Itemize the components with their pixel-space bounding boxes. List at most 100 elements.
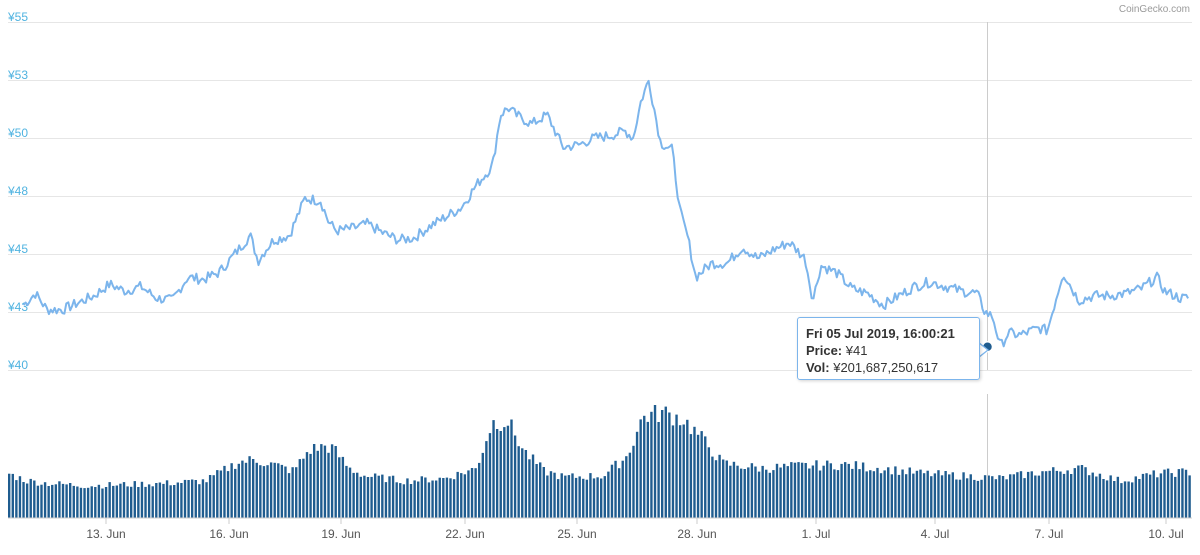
volume-bar — [829, 463, 833, 518]
volume-bar — [793, 462, 797, 518]
volume-bar — [158, 482, 162, 518]
x-tick-label-16-jun: 16. Jun — [209, 527, 248, 541]
y-tick-label-45: ¥45 — [7, 242, 28, 256]
volume-bar — [664, 406, 667, 518]
volume-bar — [513, 435, 517, 518]
volume-bar — [643, 415, 646, 518]
volume-bar — [112, 485, 115, 518]
volume-bar — [1184, 469, 1188, 518]
volume-bar — [406, 478, 409, 518]
volume-bar — [750, 463, 754, 518]
volume-bar — [381, 474, 384, 518]
volume-bar — [890, 474, 894, 518]
volume-bar — [1123, 481, 1127, 518]
volume-bar — [488, 433, 492, 518]
volume-bar — [1009, 474, 1012, 518]
volume-bar — [320, 444, 323, 518]
volume-bar — [79, 487, 83, 518]
volume-bar — [1134, 476, 1137, 518]
volume-bar — [94, 487, 97, 518]
volume-bar — [657, 422, 660, 518]
volume-bar — [29, 478, 32, 518]
volume-bar — [736, 465, 739, 518]
volume-bar — [955, 479, 958, 518]
volume-bar — [1163, 469, 1166, 518]
volume-bar — [696, 434, 700, 518]
volume-bar — [1174, 476, 1177, 518]
volume-bar — [653, 405, 657, 518]
volume-bar — [356, 472, 359, 518]
volume-bar — [470, 468, 474, 518]
volume-bar — [61, 483, 65, 518]
volume-bar — [668, 412, 671, 518]
y-tick-label-43: ¥43 — [7, 300, 28, 314]
volume-bar — [1141, 473, 1145, 518]
volume-bar — [582, 478, 585, 518]
volume-bar — [187, 480, 190, 518]
volume-bar — [33, 480, 36, 518]
volume-bar — [876, 467, 879, 518]
volume-bar — [11, 473, 14, 518]
volume-bar — [384, 482, 388, 518]
volume-bar — [54, 484, 58, 518]
volume-bar — [431, 480, 434, 518]
volume-bar — [887, 467, 890, 518]
volume-bar — [266, 465, 269, 518]
volume-bar — [1152, 470, 1155, 518]
volume-bar — [108, 482, 111, 518]
volume-bar — [1070, 474, 1073, 518]
volume-bar — [879, 473, 883, 518]
volume-bar — [391, 475, 395, 518]
volume-bar — [556, 479, 560, 518]
tooltip-date: Fri 05 Jul 2019, 16:00:21 — [806, 326, 955, 341]
credit-label[interactable]: CoinGecko.com — [1119, 4, 1190, 15]
volume-bar — [625, 456, 628, 518]
volume-bar — [312, 444, 316, 518]
volume-bar — [908, 467, 911, 518]
volume-bar — [872, 471, 876, 518]
volume-bar — [442, 478, 445, 518]
volume-bar — [983, 475, 987, 518]
volume-bar — [97, 484, 101, 518]
volume-bar — [434, 480, 438, 518]
volume-bar — [147, 484, 151, 518]
tooltip-arrow-fill — [978, 343, 987, 357]
volume-bar — [495, 429, 499, 518]
volume-bar — [316, 450, 319, 518]
volume-bar — [567, 475, 571, 518]
volume-bar — [1073, 468, 1076, 518]
volume-bar — [521, 448, 524, 518]
volume-bar — [976, 480, 980, 518]
tooltip-vol-label: Vol: — [806, 360, 830, 375]
x-tick-label-13-jun: 13. Jun — [86, 527, 125, 541]
volume-bar — [528, 459, 531, 518]
volume-bar — [456, 471, 459, 518]
volume-bar — [994, 479, 998, 518]
volume-bar — [596, 477, 599, 518]
volume-bar — [944, 471, 947, 518]
volume-bar — [370, 476, 373, 518]
volume-bar — [1005, 479, 1008, 518]
price-line[interactable] — [22, 79, 1189, 348]
volume-bar — [851, 468, 854, 518]
volume-bar — [858, 469, 861, 518]
volume-bar — [693, 426, 696, 518]
volume-bar — [1034, 475, 1037, 518]
volume-bar — [621, 460, 624, 518]
volume-bar — [388, 476, 391, 518]
volume-bar — [714, 460, 718, 518]
volume-bar — [226, 471, 230, 518]
volume-bar — [1095, 476, 1098, 518]
volume-bar — [424, 477, 427, 518]
volume-bar — [531, 454, 535, 518]
volume-bar — [589, 473, 592, 518]
volume-bar — [689, 434, 693, 518]
volume-bar — [409, 484, 413, 518]
y-axis-labels: ¥40 ¥43 ¥45 ¥48 ¥50 ¥53 ¥55 — [7, 10, 28, 372]
volume-bar — [607, 471, 610, 518]
volume-bar — [897, 474, 901, 518]
x-tick-label-25-jun: 25. Jun — [557, 527, 596, 541]
volume-bar — [958, 479, 962, 518]
volume-bar — [499, 431, 502, 518]
